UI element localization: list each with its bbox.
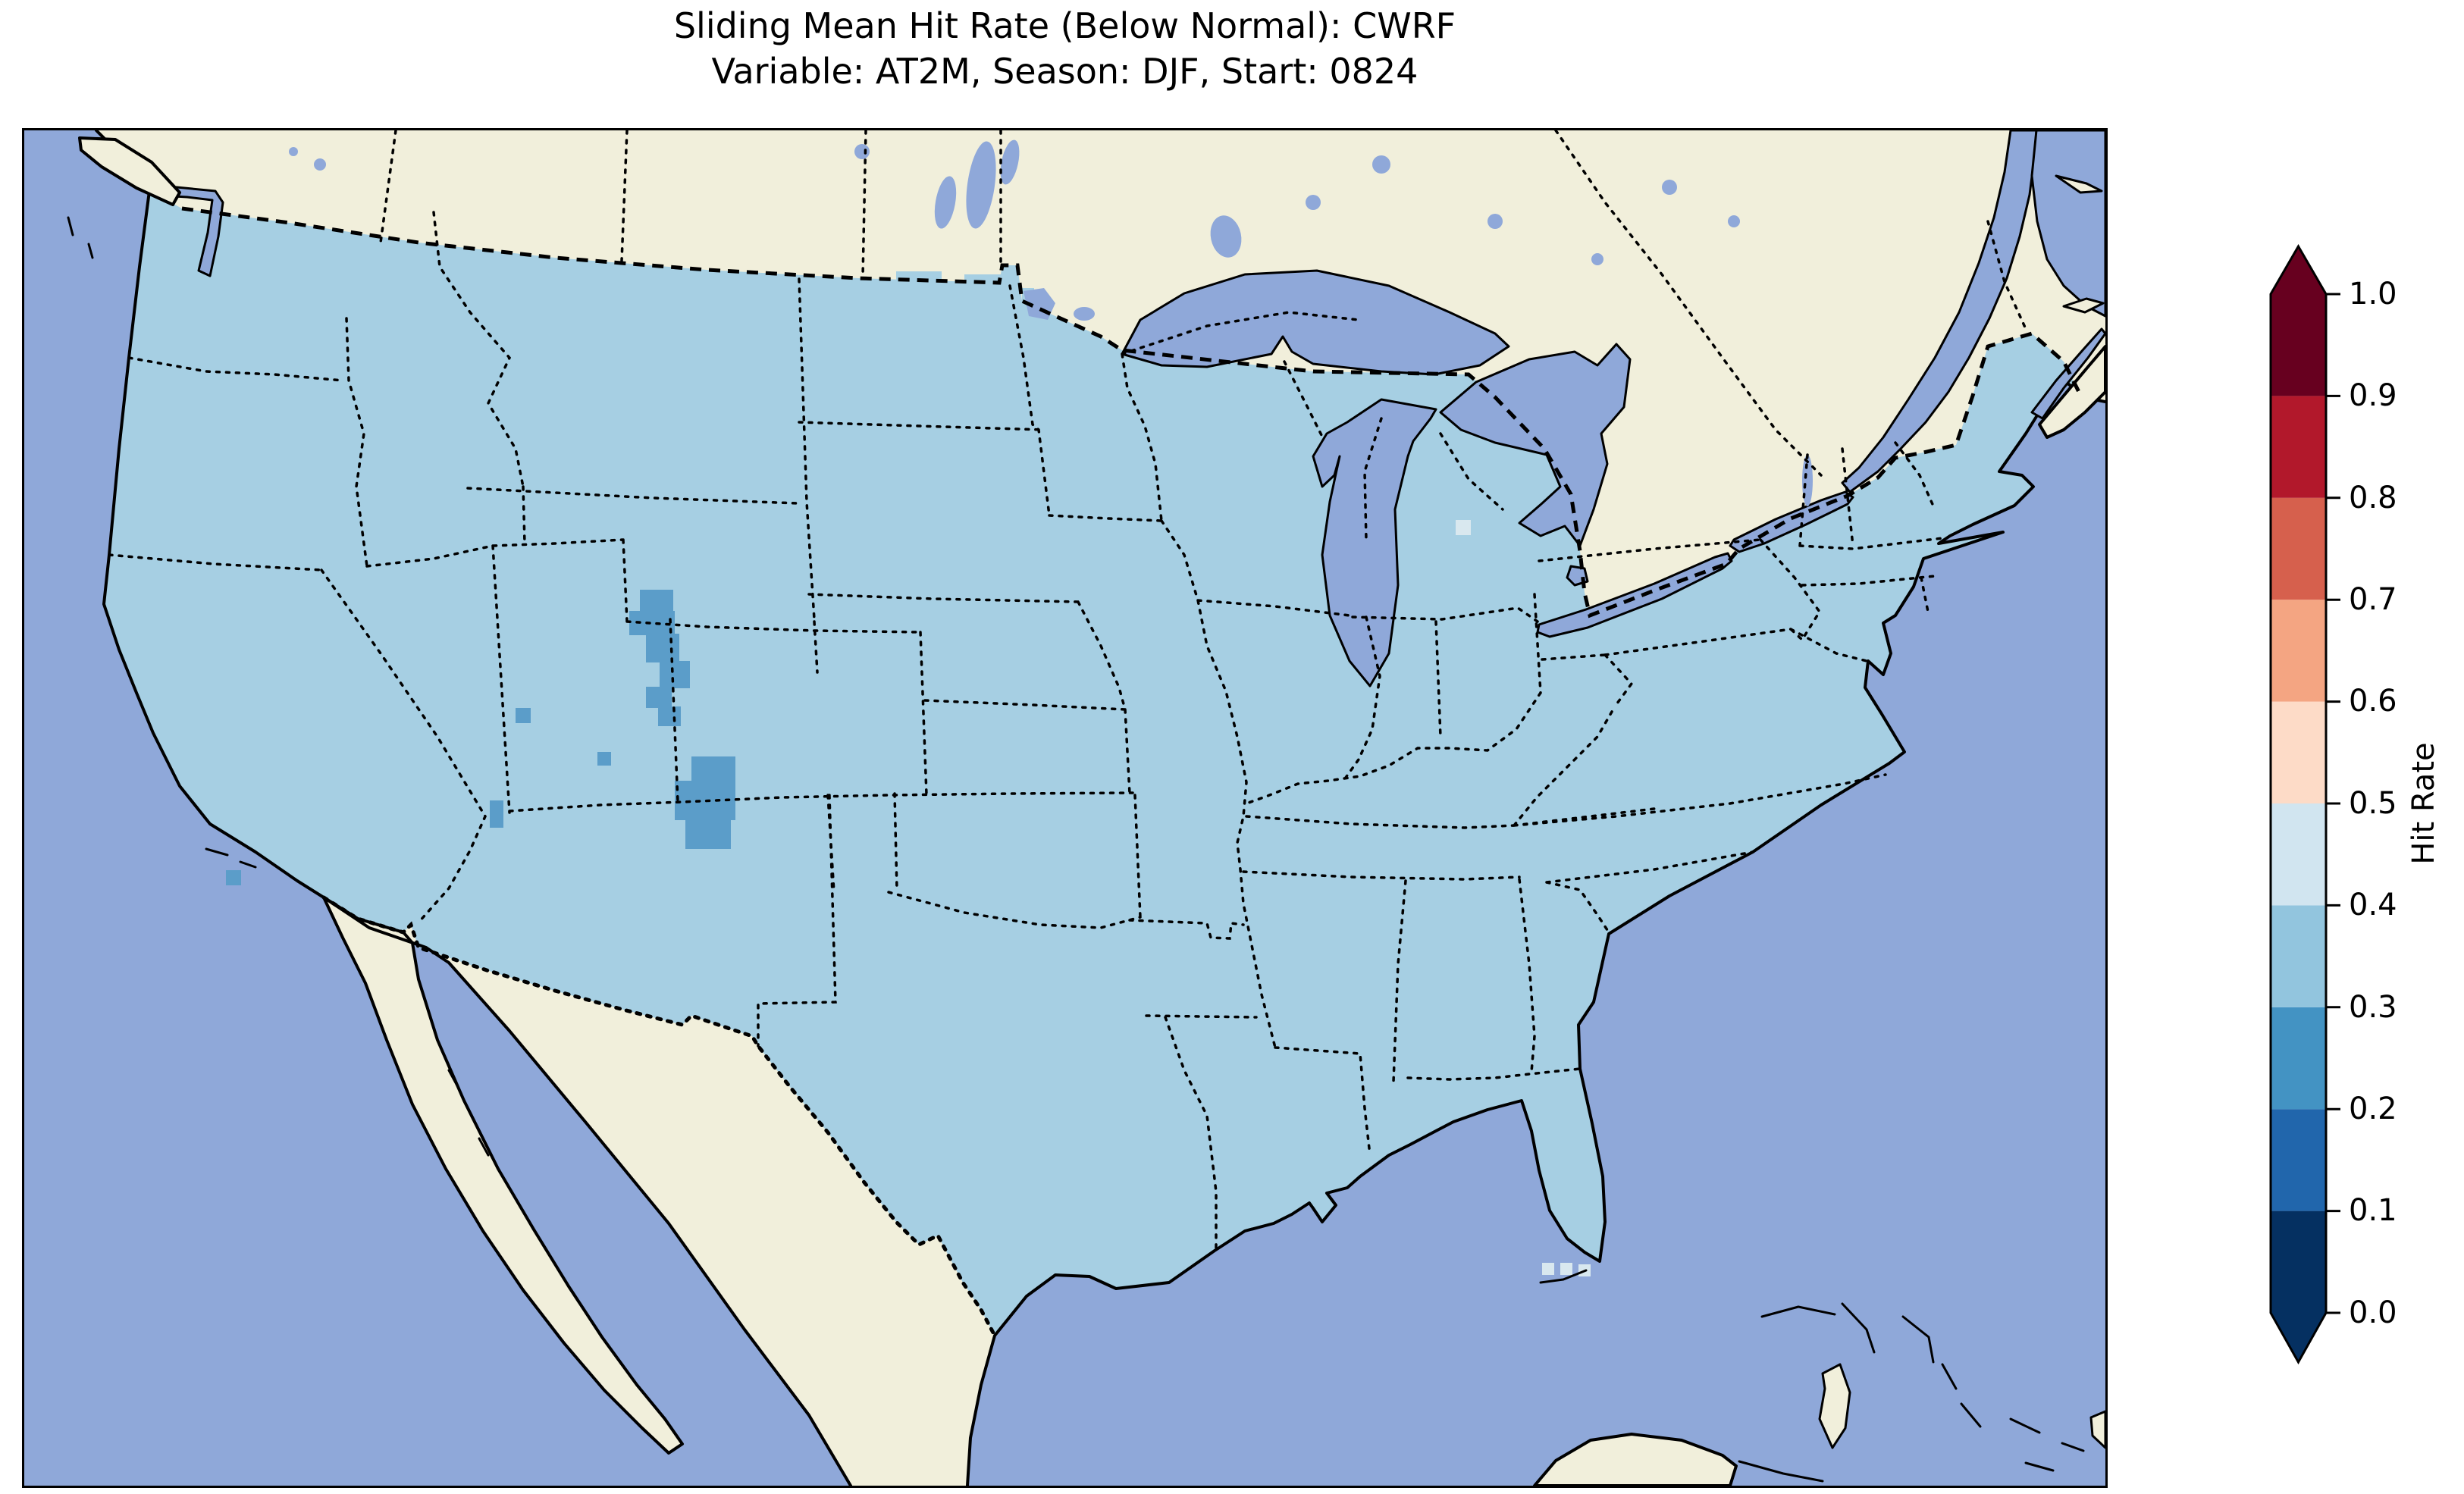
baja-california (322, 896, 684, 1455)
puget-sound-water (148, 183, 224, 277)
province-boundaries (379, 130, 2027, 477)
hispaniola-edge (2089, 1410, 2105, 1449)
figure-title: Sliding Mean Hit Rate (Below Normal): CW… (24, 3, 2105, 94)
colorbar (2269, 244, 2340, 1365)
conus-map (24, 130, 2105, 1486)
colorbar-segment-0 (2271, 1211, 2326, 1313)
lake-superior (1121, 269, 1510, 376)
nova-scotia (2038, 345, 2105, 439)
channel-islands (67, 216, 490, 1157)
colorbar-tick-0.8: 0.8 (2349, 481, 2397, 515)
colorbar-tick-1.0: 1.0 (2349, 277, 2397, 312)
colorbar-tick-0.6: 0.6 (2349, 684, 2397, 719)
arizona-border-cell (226, 870, 241, 885)
us-mexico-border (321, 895, 997, 1338)
colorbar-segment-9 (2271, 294, 2326, 396)
us-hit-rate-fill (104, 191, 2079, 1336)
colorbar-tick-0.9: 0.9 (2349, 378, 2397, 413)
colorbar-segment-8 (2271, 396, 2326, 498)
nevada-cell (516, 708, 531, 723)
colorbar-segment-6 (2271, 600, 2326, 702)
state-boundaries (108, 211, 1944, 1251)
prince-edward-island (2062, 297, 2105, 314)
gulf-of-st-lawrence (2030, 130, 2105, 318)
florida-keys (1539, 1269, 1824, 1483)
hit-rate-cells (226, 520, 1591, 1276)
great-lakes (1121, 269, 1854, 687)
colorbar-axis-label-wrap: Hit Rate (2388, 713, 2441, 894)
gulf-atlantic-coastline (966, 379, 2105, 1486)
colorbar-segment-3 (2271, 905, 2326, 1007)
vancouver-island (78, 136, 181, 206)
colorbar-segment-7 (2271, 497, 2326, 600)
st-lawrence-river (1841, 130, 2038, 493)
colorbar-segment-5 (2271, 701, 2326, 803)
colorbar-tick-0.4: 0.4 (2349, 888, 2397, 922)
title-line-1: Sliding Mean Hit Rate (Below Normal): CW… (673, 5, 1456, 46)
colorbar-extend-min-arrow (2271, 1313, 2326, 1362)
canadian-lakes (289, 139, 1813, 506)
cuba (1533, 1433, 1738, 1486)
colorbar-axis-label: Hit Rate (2406, 742, 2441, 865)
pacific-coastline (95, 130, 325, 899)
gulf-of-california-east-shore (322, 896, 852, 1486)
utah-wasatch-cells-02-03 (629, 590, 690, 726)
lake-huron (1439, 343, 1632, 547)
us-canada-border (181, 206, 2081, 619)
title-line-2: Variable: AT2M, Season: DJF, Start: 0824 (711, 51, 1419, 92)
colorbar-segment-4 (2271, 803, 2326, 906)
andros-island (1818, 1363, 1851, 1449)
colorbar-tick-0.2: 0.2 (2349, 1092, 2397, 1126)
bahamas-islands (1760, 1302, 2085, 1472)
colorbar-tick-0.1: 0.1 (2349, 1193, 2397, 1228)
colorbar-tick-0.5: 0.5 (2349, 786, 2397, 821)
anticosti-island (2055, 174, 2103, 194)
utah-south-cell (597, 752, 611, 766)
arizona-west-cells (490, 800, 503, 828)
colorbar-tick-0.0: 0.0 (2349, 1295, 2397, 1330)
colorbar-tick-0.7: 0.7 (2349, 582, 2397, 617)
colorbar-tick-0.3: 0.3 (2349, 990, 2397, 1025)
colorbar-extend-max-arrow (2271, 246, 2326, 294)
colorbar-tick-marks (2326, 293, 2340, 1314)
map-panel (22, 128, 2108, 1488)
lake-huron-light-cell (1456, 520, 1471, 535)
florida-keys-light-cells-04-05 (1542, 1263, 1591, 1276)
colorbar-segment-1 (2271, 1109, 2326, 1211)
colorbar-segment-2 (2271, 1007, 2326, 1110)
lake-erie (1536, 552, 1733, 638)
